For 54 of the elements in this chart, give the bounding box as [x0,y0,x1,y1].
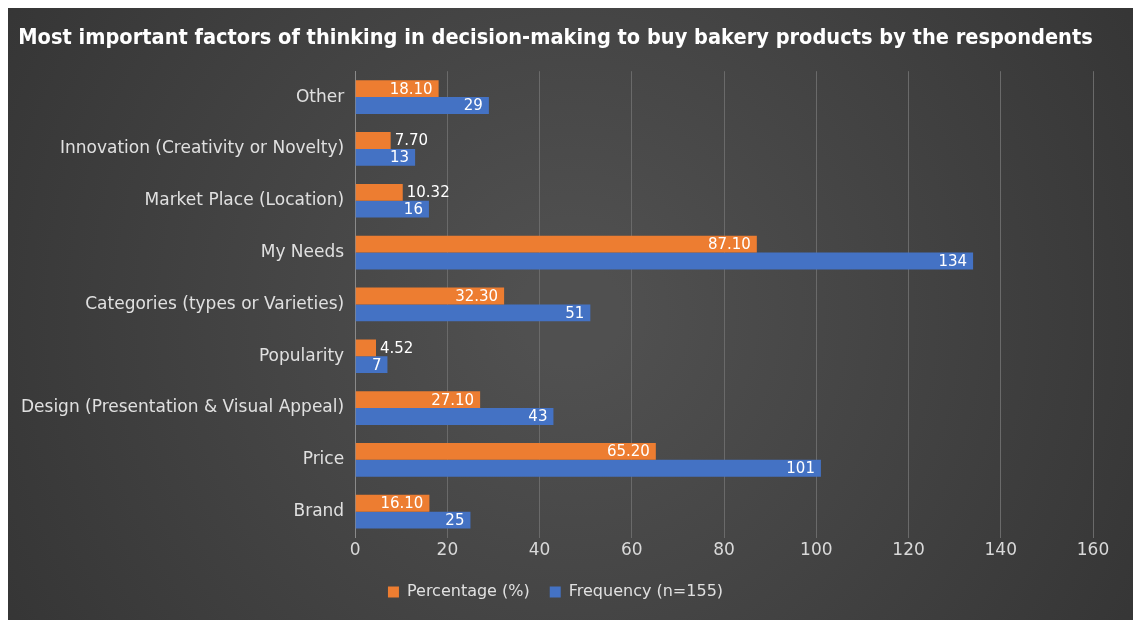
bar [355,511,471,529]
data-label: 16 [403,200,423,219]
y-tick-label: Categories (types or Varieties) [85,292,345,313]
chart-title: Most important factors of thinking in decision-making to buy bakery products by the respondents [18,24,1093,50]
x-tick-label: 80 [713,539,735,560]
x-tick-label: 140 [984,539,1017,560]
x-tick-label: 120 [892,539,925,560]
legend-label: Frequency (n=155) [568,581,724,601]
y-tick-label: Innovation (Creativity or Novelty) [59,137,345,158]
data-label: 29 [463,96,483,115]
x-tick-label: 40 [528,539,551,560]
data-label: 4.52 [380,338,414,357]
bar [355,252,974,270]
y-tick-label: Brand [293,500,345,521]
data-label: 87.10 [707,235,751,254]
bar [355,132,391,149]
x-tick-label: 60 [621,539,643,560]
data-label: 51 [565,303,585,322]
y-tick-label: Market Place (Location) [144,189,345,210]
data-label: 134 [938,251,968,270]
bar [355,408,554,425]
data-label: 27.10 [431,390,475,409]
bar [355,235,757,253]
bar [355,148,416,166]
bar [355,183,403,201]
data-label: 13 [390,148,410,167]
data-label: 43 [528,407,548,426]
data-label: 7.70 [394,131,429,150]
y-tick-label: Price [302,448,345,469]
x-tick-label: 100 [800,539,833,560]
data-label: 65.20 [606,442,650,461]
bar [355,391,481,409]
bar [355,304,591,322]
y-tick-label: Other [295,85,345,106]
data-label: 32.30 [455,286,499,305]
data-label: 101 [786,459,815,478]
bar [355,97,489,114]
data-label: 25 [445,511,465,529]
y-tick-label: My Needs [260,241,345,261]
bar [355,200,429,218]
data-label: 18.10 [389,79,433,98]
y-tick-label: Popularity [258,344,345,365]
x-tick-label: 160 [1076,539,1110,560]
bar [355,339,376,357]
bar [355,443,656,460]
data-label: 16.10 [380,494,424,513]
x-tick-label: 0 [349,539,361,560]
x-tick-label: 20 [436,539,459,560]
data-label: 10.32 [406,183,450,202]
legend-label: Percentage (%) [406,581,530,601]
data-label: 7 [371,355,382,374]
bar [355,356,388,374]
bar [355,459,821,477]
y-tick-label: Design (Presentation & Visual Appeal) [20,396,345,417]
